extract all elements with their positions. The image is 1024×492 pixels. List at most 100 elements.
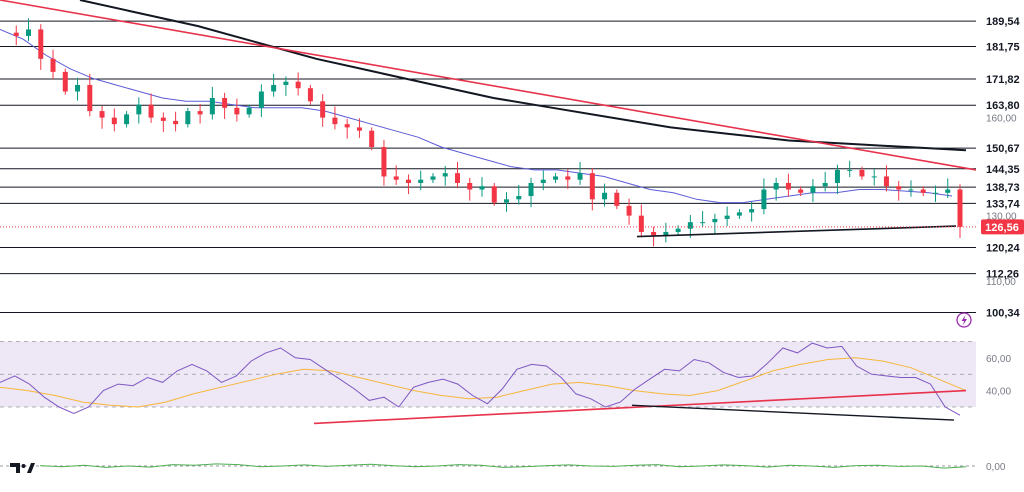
candle-body [687,222,693,229]
candle-body [602,192,608,200]
candle-body [883,176,889,187]
candle-body [75,84,81,92]
level-label: 163,80 [986,100,1020,112]
candle-body [724,215,730,219]
ema-50-line [0,28,953,204]
candle-body [111,117,117,125]
candle-body [700,222,706,224]
candle-body [87,84,93,112]
candle-body [663,231,669,236]
candle-body [540,179,546,183]
level-label: 138,73 [986,182,1020,194]
support-trendline [636,225,957,238]
candle-body [332,117,338,125]
level-labels: 189,54 181,75 171,82 163,80 150,67 144,35 138,… [986,16,1021,319]
candle-body [491,186,497,203]
price-tick-label: 130,00 [986,212,1017,223]
tradingview-logo[interactable] [10,463,35,473]
candle-body [271,84,277,92]
candle-body [675,228,681,232]
candle-body [712,218,718,223]
price-axis-ticks: 160,00 130,00 110,00 [986,114,1017,288]
candle-body [405,179,411,183]
candle-body [381,147,387,177]
candle-body [761,189,767,210]
candle-body [50,58,56,72]
rsi-tick-label: 40,00 [986,387,1011,398]
candle-body [785,182,791,190]
candle-body [369,130,375,148]
rsi-axis-ticks: 60,00 40,00 [986,354,1011,398]
oscillator-panel: 0,00 [0,462,1006,473]
candle-body [834,169,840,183]
red-downtrend-line [0,0,977,171]
candle-body [932,192,938,194]
current-price-tag-text: 126,56 [985,222,1019,234]
level-label: 100,34 [986,308,1021,320]
candle-body [577,173,583,180]
candle-body [651,231,657,236]
candle-body [430,176,436,180]
rsi-red-trendline [313,389,967,425]
candle-body [307,88,313,102]
candle-body [773,182,779,190]
oscillator-axis-ticks: 0,00 [986,462,1006,473]
ema-200-line [79,0,967,152]
price-tick-label: 110,00 [986,277,1016,288]
rsi-line [0,342,961,416]
level-label: 181,75 [986,42,1020,54]
level-label: 133,74 [986,198,1021,210]
price-tick-label: 160,00 [986,114,1017,125]
horizontal-levels [0,20,976,314]
candle-body [185,111,191,125]
level-label: 189,54 [986,16,1021,28]
rsi-panel: 60,00 40,00 [0,341,1011,425]
candle-body [136,104,142,115]
candle-body [957,189,963,227]
candle-body [749,209,755,213]
candle-body [148,104,154,118]
candle-body [859,169,865,177]
price-panel: 160,00 130,00 110,00 189,54 181,75 171,82 163… [0,0,1024,328]
candle-body [504,199,510,203]
candle-body [356,127,362,131]
level-label: 144,35 [986,164,1020,176]
candle-body [810,186,816,193]
candle-body [13,32,19,36]
rsi-band-lines [0,341,976,408]
candle-body [246,107,252,115]
candle-body [908,189,914,191]
level-label: 120,24 [986,243,1021,255]
candle-body [798,189,804,193]
candle-body [516,196,522,200]
candle-body [871,176,877,178]
candle-body [258,91,264,108]
candle-body [344,124,350,128]
candle-body [565,176,571,180]
candle-body [920,189,926,193]
candle-body [467,182,473,190]
candle-body [442,173,448,177]
candle-body [295,81,301,89]
current-price-tag-bg [981,219,1024,235]
candle-body [736,212,742,216]
oscillator-tick-label: 0,00 [986,462,1006,473]
candle-body [589,173,595,200]
level-label: 171,82 [986,74,1020,86]
rsi-black-trendline [631,404,955,421]
candle-body [847,169,853,171]
candle-body [393,176,399,180]
candle-body [38,29,44,59]
rsi-tick-label: 60,00 [986,354,1011,365]
candle-body [320,101,326,118]
lightning-icon[interactable] [956,312,972,328]
candle-body [160,117,166,121]
candle-body [99,111,105,118]
candle-body [479,186,485,190]
candle-body [626,205,632,216]
candle-body [197,111,203,115]
candle-body [528,182,534,197]
candle-body [638,215,644,232]
level-label: 112,26 [986,269,1019,281]
